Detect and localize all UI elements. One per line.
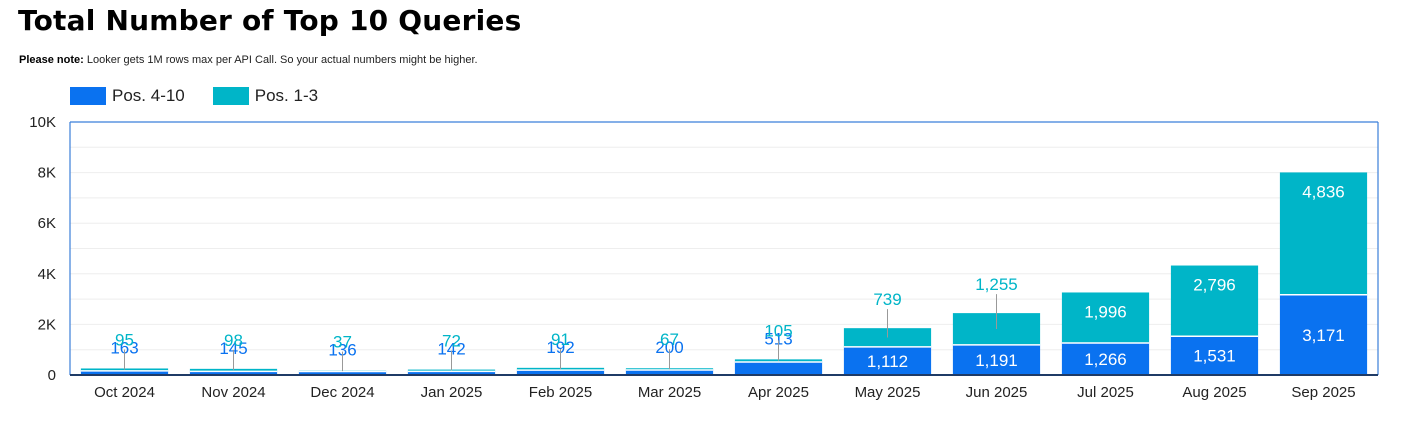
bar-pos-1-3[interactable] xyxy=(843,328,932,347)
data-label-pos-1-3: 67 xyxy=(660,330,679,349)
bar-pos-4-10[interactable] xyxy=(407,371,496,375)
x-tick-label: Mar 2025 xyxy=(638,384,701,401)
data-label-pos-4-10: 1,191 xyxy=(975,351,1018,370)
x-tick-label: Oct 2024 xyxy=(94,384,155,401)
bar-pos-4-10[interactable] xyxy=(734,362,823,375)
x-tick-label: May 2025 xyxy=(855,384,921,401)
x-tick-label: Jul 2025 xyxy=(1077,384,1134,401)
data-label-pos-4-10: 513 xyxy=(764,329,792,348)
legend-swatch-pos-1-3 xyxy=(212,87,249,105)
bar-pos-1-3[interactable] xyxy=(1061,292,1150,343)
data-label-pos-1-3: 91 xyxy=(551,330,570,349)
data-label-pos-4-10: 200 xyxy=(655,338,683,357)
x-tick-label: Apr 2025 xyxy=(748,384,809,401)
data-label-pos-1-3: 1,996 xyxy=(1084,302,1127,321)
data-label-pos-1-3: 72 xyxy=(442,332,461,351)
data-label-pos-4-10: 1,266 xyxy=(1084,350,1127,369)
legend-item-pos-4-10[interactable]: Pos. 4-10 xyxy=(70,86,185,106)
data-label-pos-4-10: 136 xyxy=(328,341,356,360)
legend-label-pos-1-3: Pos. 1-3 xyxy=(254,86,319,105)
bar-pos-4-10[interactable] xyxy=(843,346,932,375)
y-tick-label: 2K xyxy=(38,316,56,333)
data-label-pos-4-10: 3,171 xyxy=(1302,326,1345,345)
bar-pos-4-10[interactable] xyxy=(1279,294,1368,375)
x-tick-label: Jan 2025 xyxy=(421,384,483,401)
data-label-pos-1-3: 105 xyxy=(764,321,792,340)
legend-item-pos-1-3[interactable]: Pos. 1-3 xyxy=(212,86,319,106)
data-label-pos-1-3: 1,255 xyxy=(975,275,1018,294)
data-label-pos-1-3: 98 xyxy=(224,331,243,350)
x-tick-label: Sep 2025 xyxy=(1291,384,1355,401)
chart-legend: Pos. 4-10 Pos. 1-3 xyxy=(70,86,346,106)
chart-note: Please note: Looker gets 1M rows max per… xyxy=(19,54,478,66)
bar-pos-4-10[interactable] xyxy=(189,371,278,375)
bar-pos-1-3[interactable] xyxy=(625,368,714,370)
bar-pos-4-10[interactable] xyxy=(516,370,605,375)
y-tick-label: 6K xyxy=(38,215,56,232)
bar-pos-4-10[interactable] xyxy=(1170,336,1259,375)
legend-swatch-pos-4-10 xyxy=(70,87,106,105)
bar-pos-4-10[interactable] xyxy=(80,370,169,375)
data-label-pos-4-10: 145 xyxy=(219,339,247,358)
y-tick-label: 0 xyxy=(48,367,56,384)
bar-pos-4-10[interactable] xyxy=(625,369,714,375)
legend-label-pos-4-10: Pos. 4-10 xyxy=(112,86,185,105)
data-label-pos-4-10: 1,112 xyxy=(867,352,908,371)
bar-pos-4-10[interactable] xyxy=(1061,342,1150,375)
x-tick-label: Aug 2025 xyxy=(1182,384,1246,401)
bar-pos-4-10[interactable] xyxy=(298,371,387,375)
data-label-pos-1-3: 2,796 xyxy=(1193,276,1236,295)
data-label-pos-4-10: 192 xyxy=(546,338,574,357)
note-label: Please note: xyxy=(19,54,84,66)
data-label-pos-1-3: 4,836 xyxy=(1302,182,1345,201)
x-tick-label: Nov 2024 xyxy=(201,384,265,401)
data-label-pos-1-3: 37 xyxy=(333,333,352,352)
note-text: Looker gets 1M rows max per API Call. So… xyxy=(83,54,478,66)
data-label-pos-1-3: 739 xyxy=(873,290,901,309)
data-label-pos-4-10: 1,531 xyxy=(1193,347,1236,366)
y-tick-label: 10K xyxy=(29,114,56,131)
bar-pos-4-10[interactable] xyxy=(952,344,1041,375)
x-tick-label: Jun 2025 xyxy=(966,384,1028,401)
data-label-pos-1-3: 95 xyxy=(115,330,134,349)
chart-title: Total Number of Top 10 Queries xyxy=(18,4,522,37)
bar-pos-1-3[interactable] xyxy=(1279,172,1368,295)
data-label-pos-4-10: 163 xyxy=(110,338,138,357)
data-label-pos-4-10: 142 xyxy=(437,340,465,359)
y-tick-label: 4K xyxy=(38,266,56,283)
x-tick-label: Feb 2025 xyxy=(529,384,592,401)
y-tick-label: 8K xyxy=(38,165,56,182)
x-tick-label: Dec 2024 xyxy=(310,384,374,401)
bar-pos-1-3[interactable] xyxy=(1170,265,1259,337)
